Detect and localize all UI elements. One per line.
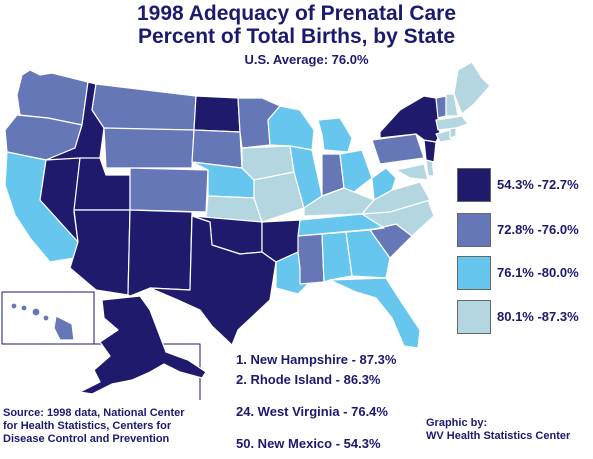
legend-swatch-1	[457, 168, 491, 202]
state-mississippi	[297, 233, 325, 285]
legend-item-2: 72.8% -76.0%	[457, 213, 587, 247]
source-note: Source: 1998 data, National Center for H…	[3, 407, 185, 445]
state-alaska	[79, 295, 207, 395]
state-new-mexico	[127, 209, 193, 297]
legend-label-3: 76.1% -80.0%	[497, 265, 579, 280]
ranking-2: 2. Rhode Island - 86.3%	[236, 372, 381, 387]
ranking-1: 1. New Hampshire - 87.3%	[236, 352, 397, 367]
state-new-jersey	[423, 139, 437, 163]
state-arizona	[69, 209, 131, 296]
ranking-24: 24. West Virginia - 76.4%	[236, 404, 388, 419]
state-georgia	[345, 229, 391, 279]
state-hawaii	[10, 302, 75, 341]
state-wyoming	[103, 127, 195, 169]
state-delaware	[425, 159, 435, 177]
state-north-carolina	[361, 199, 435, 237]
state-massachusetts	[435, 115, 469, 131]
ranking-50: 50. New Mexico - 54.3%	[236, 436, 381, 451]
legend-item-4: 80.1% -87.3%	[457, 300, 587, 334]
legend-swatch-2	[457, 213, 491, 247]
legend-label-2: 72.8% -76.0%	[497, 222, 579, 237]
state-montana	[91, 83, 197, 131]
state-wisconsin	[267, 105, 315, 151]
state-north-dakota	[193, 95, 241, 133]
state-texas	[149, 215, 277, 346]
legend-swatch-3	[457, 256, 491, 290]
graphic-credit: Graphic by: WV Health Statistics Center	[426, 417, 570, 443]
legend-label-1: 54.3% -72.7%	[497, 177, 579, 192]
legend-item-1: 54.3% -72.7%	[457, 168, 587, 202]
us-average-label: U.S. Average: 76.0%	[244, 52, 369, 67]
state-florida	[329, 277, 421, 349]
state-maryland	[395, 163, 429, 181]
credit-line1: Graphic by:	[426, 417, 488, 429]
legend-swatch-4	[457, 300, 491, 334]
state-kentucky	[303, 187, 375, 217]
state-maine	[453, 61, 491, 115]
map-title-line1: 1998 Adequacy of Prenatal Care	[136, 2, 457, 25]
state-new-york	[379, 95, 441, 143]
legend-item-3: 76.1% -80.0%	[457, 256, 587, 290]
state-connecticut	[435, 129, 453, 143]
legend-label-4: 80.1% -87.3%	[497, 309, 579, 324]
state-rhode-island	[449, 127, 457, 139]
state-ohio	[339, 149, 373, 193]
state-vermont	[435, 95, 447, 119]
state-new-hampshire	[445, 93, 459, 117]
state-west-virginia	[371, 167, 397, 201]
credit-line2: WV Health Statistics Center	[426, 430, 571, 442]
state-missouri	[253, 171, 305, 223]
state-michigan	[317, 117, 353, 153]
map-title-line2: Percent of Total Births, by State	[138, 25, 455, 48]
state-alabama	[321, 231, 353, 283]
state-colorado	[129, 167, 209, 213]
